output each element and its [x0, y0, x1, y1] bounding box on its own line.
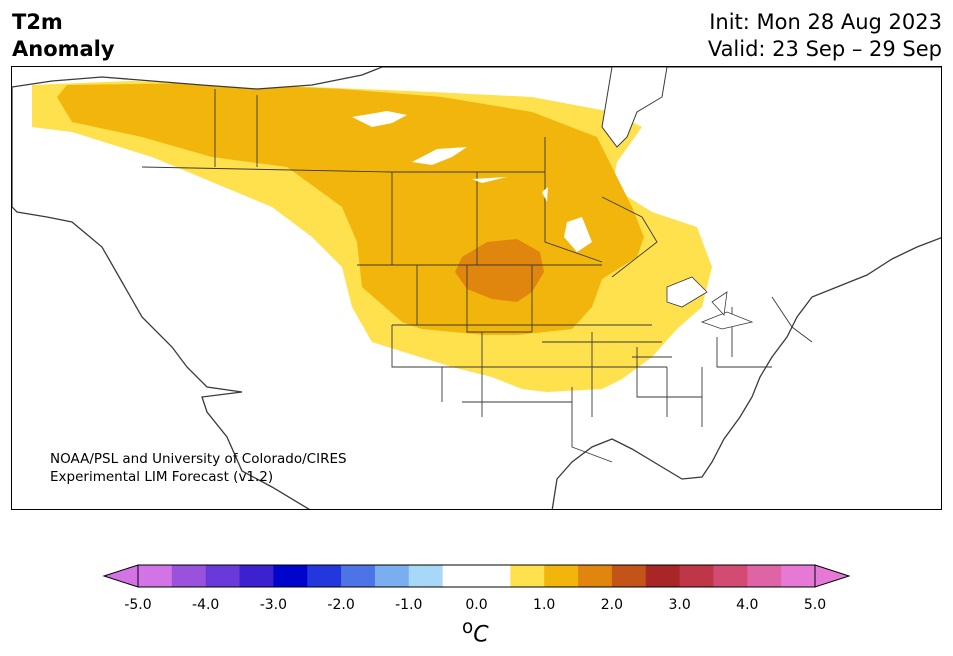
colorbar-tick-label: -4.0 — [192, 597, 220, 613]
colorbar-extend-high — [814, 564, 851, 588]
colorbar — [102, 564, 851, 588]
colorbar-segment — [611, 565, 647, 587]
colorbar-segment — [374, 565, 410, 587]
colorbar-tick-label: -3.0 — [259, 597, 288, 613]
variable-label: T2m — [12, 10, 63, 34]
colorbar-tick-label: -2.0 — [327, 597, 355, 613]
political-borders — [141, 89, 813, 463]
unit-symbol: C — [473, 622, 489, 648]
colorbar-segment — [408, 565, 444, 587]
colorbar-tick-label: -1.0 — [395, 597, 423, 613]
colorbar-segment — [747, 565, 782, 587]
colorbar-tick-label: 0.0 — [465, 597, 488, 613]
colorbar-segment — [544, 565, 579, 587]
credit-line-2: Experimental LIM Forecast (v1.2) — [50, 469, 274, 485]
colorbar-segment — [138, 565, 173, 587]
credit-text: NOAA/PSL and University of Colorado/CIRE… — [50, 450, 347, 486]
colorbar-segment — [171, 565, 207, 587]
anomaly-label: Anomaly — [12, 37, 115, 61]
map-title: T2m Anomaly — [12, 9, 115, 63]
colorbar-segment — [341, 565, 376, 587]
colorbar-extend-low — [102, 564, 139, 588]
colorbar-tick-label: 4.0 — [736, 597, 759, 613]
colorbar-segment — [645, 565, 681, 587]
colorbar-tick-label: 3.0 — [668, 597, 691, 613]
colorbar-ticks: -5.0 -4.0 -3.0 -2.0 -1.0 0.0 1.0 2.0 3.0 4.0 5.0 — [0, 597, 953, 617]
forecast-dates: Init: Mon 28 Aug 2023 Valid: 23 Sep – 29… — [708, 9, 942, 63]
colorbar-segment — [781, 565, 816, 587]
colorbar-segments — [138, 565, 816, 587]
colorbar-segment — [713, 565, 748, 587]
colorbar-tick-label: -5.0 — [124, 597, 152, 613]
anomaly-map: NOAA/PSL and University of Colorado/CIRE… — [11, 66, 942, 510]
colorbar-segment — [239, 565, 274, 587]
lakes — [352, 111, 754, 330]
map-canvas — [12, 67, 941, 509]
colorbar-segment — [442, 565, 511, 587]
unit-superscript: o — [462, 617, 474, 638]
colorbar-tick-label: 5.0 — [803, 597, 827, 613]
colorbar-segment — [510, 565, 545, 587]
colorbar-tick-label: 2.0 — [600, 597, 624, 613]
credit-line-1: NOAA/PSL and University of Colorado/CIRE… — [50, 451, 347, 467]
colorbar-frame — [137, 564, 816, 588]
anomaly-shading — [32, 81, 712, 392]
init-date: Init: Mon 28 Aug 2023 — [709, 10, 942, 34]
valid-date: Valid: 23 Sep – 29 Sep — [707, 37, 942, 61]
colorbar-tick-label: 1.0 — [533, 597, 556, 613]
colorbar-segment — [205, 565, 241, 587]
colorbar-unit: oC — [462, 617, 489, 647]
colorbar-segment — [578, 565, 613, 587]
colorbar-segment — [679, 565, 714, 587]
colorbar-segment — [273, 565, 308, 587]
colorbar-segment — [307, 565, 342, 587]
